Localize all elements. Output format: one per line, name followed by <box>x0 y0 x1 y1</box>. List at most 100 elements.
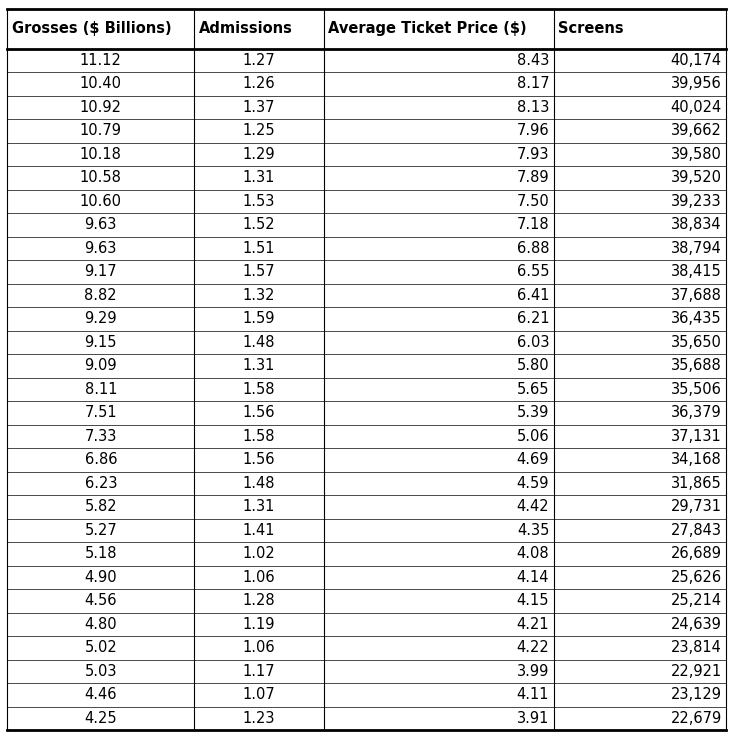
Text: 5.02: 5.02 <box>84 640 117 655</box>
Text: 7.50: 7.50 <box>517 194 549 209</box>
Text: 10.58: 10.58 <box>80 170 122 185</box>
Bar <box>7 425 194 448</box>
Bar <box>553 236 726 260</box>
Text: 1.56: 1.56 <box>243 406 275 420</box>
Bar <box>7 330 194 354</box>
Bar <box>194 495 324 519</box>
Text: 39,956: 39,956 <box>671 77 722 91</box>
Bar <box>324 354 553 378</box>
Text: 1.28: 1.28 <box>242 593 275 609</box>
Bar <box>7 519 194 542</box>
Text: 5.65: 5.65 <box>517 382 549 397</box>
Bar <box>553 72 726 96</box>
Bar <box>194 96 324 119</box>
Text: 1.06: 1.06 <box>242 640 275 655</box>
Text: 4.35: 4.35 <box>517 523 549 538</box>
Bar <box>7 683 194 707</box>
Bar <box>194 307 324 330</box>
Bar <box>553 495 726 519</box>
Text: 38,794: 38,794 <box>671 241 722 256</box>
Bar <box>194 542 324 565</box>
Bar <box>324 542 553 565</box>
Bar <box>194 683 324 707</box>
Bar <box>7 401 194 425</box>
Bar <box>194 448 324 472</box>
Bar <box>324 519 553 542</box>
Text: 4.25: 4.25 <box>84 711 117 726</box>
Text: 1.27: 1.27 <box>242 53 275 68</box>
Bar <box>194 190 324 213</box>
Bar <box>553 213 726 236</box>
Text: 1.53: 1.53 <box>243 194 275 209</box>
Bar <box>194 330 324 354</box>
Text: Admissions: Admissions <box>198 21 293 36</box>
Text: 1.41: 1.41 <box>243 523 275 538</box>
Bar <box>7 472 194 495</box>
Text: 4.21: 4.21 <box>517 617 549 632</box>
Bar <box>324 448 553 472</box>
Text: 1.26: 1.26 <box>242 77 275 91</box>
Text: 22,921: 22,921 <box>671 664 722 679</box>
Text: 1.29: 1.29 <box>242 146 275 162</box>
Text: 40,174: 40,174 <box>671 53 722 68</box>
Bar <box>324 472 553 495</box>
Bar <box>7 72 194 96</box>
Bar <box>194 166 324 190</box>
Text: 4.22: 4.22 <box>517 640 549 655</box>
Bar <box>324 166 553 190</box>
Bar <box>7 307 194 330</box>
Text: 7.33: 7.33 <box>85 429 117 444</box>
Text: 4.15: 4.15 <box>517 593 549 609</box>
Text: 6.23: 6.23 <box>84 476 117 491</box>
Bar <box>324 143 553 166</box>
Bar <box>7 236 194 260</box>
Text: 10.79: 10.79 <box>80 124 122 138</box>
Text: 39,520: 39,520 <box>671 170 722 185</box>
Bar <box>553 659 726 683</box>
Bar <box>324 707 553 730</box>
Bar <box>324 236 553 260</box>
Bar <box>324 378 553 401</box>
Text: 5.06: 5.06 <box>517 429 549 444</box>
Text: 7.96: 7.96 <box>517 124 549 138</box>
Text: 9.15: 9.15 <box>84 335 117 350</box>
Text: 9.29: 9.29 <box>84 311 117 326</box>
Bar <box>553 260 726 283</box>
Bar <box>7 49 194 72</box>
Bar <box>324 283 553 307</box>
Bar <box>194 425 324 448</box>
Text: 25,214: 25,214 <box>671 593 722 609</box>
Text: 8.17: 8.17 <box>517 77 549 91</box>
Bar <box>553 307 726 330</box>
Text: 4.11: 4.11 <box>517 687 549 702</box>
Text: 1.02: 1.02 <box>242 546 275 562</box>
Text: Grosses ($ Billions): Grosses ($ Billions) <box>12 21 171 36</box>
Bar <box>194 401 324 425</box>
Text: 4.14: 4.14 <box>517 570 549 585</box>
Text: 5.80: 5.80 <box>517 358 549 373</box>
Bar <box>7 565 194 589</box>
Bar <box>553 565 726 589</box>
Text: 1.31: 1.31 <box>243 170 275 185</box>
Bar <box>553 472 726 495</box>
Text: 1.06: 1.06 <box>242 570 275 585</box>
Text: 5.18: 5.18 <box>84 546 117 562</box>
Bar <box>194 636 324 659</box>
Text: 1.25: 1.25 <box>242 124 275 138</box>
Bar <box>194 565 324 589</box>
Text: 10.92: 10.92 <box>80 100 122 115</box>
Bar <box>553 401 726 425</box>
Text: 6.88: 6.88 <box>517 241 549 256</box>
Bar <box>194 236 324 260</box>
Text: 22,679: 22,679 <box>671 711 722 726</box>
Text: 4.08: 4.08 <box>517 546 549 562</box>
Text: 1.37: 1.37 <box>243 100 275 115</box>
Bar <box>7 96 194 119</box>
Text: 1.32: 1.32 <box>243 288 275 302</box>
Text: 9.63: 9.63 <box>85 217 117 233</box>
Bar <box>553 425 726 448</box>
Text: 24,639: 24,639 <box>671 617 722 632</box>
Text: 11.12: 11.12 <box>80 53 122 68</box>
Text: 38,415: 38,415 <box>671 264 722 280</box>
Text: 1.19: 1.19 <box>243 617 275 632</box>
